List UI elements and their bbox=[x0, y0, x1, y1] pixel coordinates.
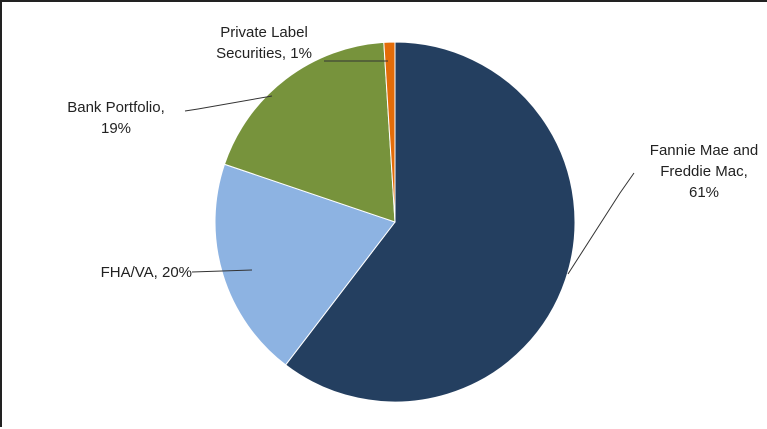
data-label-line: Bank Portfolio, bbox=[67, 99, 165, 116]
data-label-fha-va: FHA/VA, 20% bbox=[101, 264, 192, 281]
pie-slice-fha-va bbox=[214, 163, 396, 366]
leader-line-fannie-mae-and-freddie-mac bbox=[567, 172, 635, 275]
pie-slice-private-label-securities bbox=[383, 41, 396, 223]
data-label-private-label-securities: Private Label Securities, 1% bbox=[216, 24, 312, 62]
data-label-bank-portfolio: Bank Portfolio, 19% bbox=[67, 99, 165, 137]
data-label-line: 61% bbox=[689, 184, 719, 201]
leader-line-fha-va bbox=[191, 269, 253, 273]
pie-slice-fannie-mae-and-freddie-mac bbox=[284, 41, 576, 403]
data-label-line: Freddie Mac, bbox=[660, 163, 748, 180]
pie-slices bbox=[214, 41, 576, 403]
leader-line-bank-portfolio bbox=[184, 95, 273, 112]
data-label-line: Securities, 1% bbox=[216, 45, 312, 62]
data-label-fannie-mae-and-freddie-mac: Fannie Mae and Freddie Mac, 61% bbox=[650, 142, 758, 201]
data-label-line: Private Label bbox=[220, 24, 308, 41]
data-label-line: FHA/VA, 20% bbox=[101, 264, 192, 281]
data-label-line: 19% bbox=[101, 120, 131, 137]
leader-lines bbox=[184, 60, 635, 275]
data-label-line: Fannie Mae and bbox=[650, 142, 758, 159]
pie-slice-bank-portfolio bbox=[223, 41, 396, 223]
data-labels: Fannie Mae and Freddie Mac, 61% FHA/VA, 20%… bbox=[67, 24, 758, 281]
